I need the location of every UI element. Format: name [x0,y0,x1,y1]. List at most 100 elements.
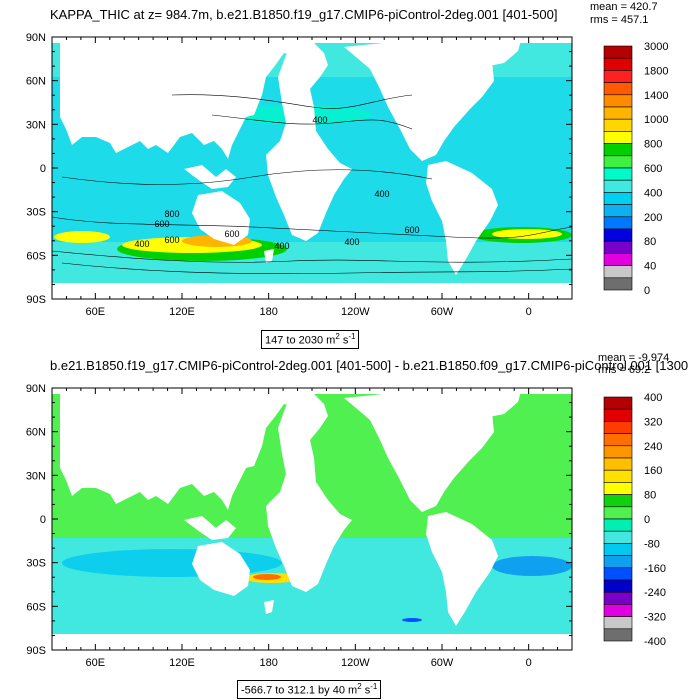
chart-2-colorbar: 400 320 240 160 80 0 -80 -160 -240 -320 -400 [603,392,666,648]
chart-2-colorbar-box [603,408,633,422]
chart-1-land-africa [266,41,352,241]
chart-1-x-tick-label: 120W [341,306,370,318]
chart-2-southern-positive-orange [253,574,281,580]
chart-2-drake-negative [402,618,422,622]
chart-2-colorbar-label: 400 [644,392,662,404]
chart-1-colorbar-label: 1400 [644,90,668,102]
chart-1-colorbar-label: 200 [644,212,662,224]
chart-2-y-tick-label: 30N [26,470,46,482]
chart-1-indian-band-yellow [54,231,110,243]
chart-2-y-tick-label: 30S [26,558,46,570]
chart-1-colorbar-box [603,82,633,96]
chart-2-colorbar-box [603,604,633,617]
chart-1-contour-1 [51,216,573,239]
chart-1-mean: mean = 420.7 [590,1,658,13]
chart-1-colorbar-box [603,155,633,169]
chart-2-y-tick-label: 60S [26,601,46,613]
chart-1-y-tick-label: 0 [40,163,46,175]
chart-1-colorbar-box [603,167,633,181]
chart-1-range-unit: s [339,334,349,347]
chart-2-x-tick-label: 60W [431,657,454,669]
chart-2-land-africa [266,392,352,592]
chart-1-colorbar-box [603,253,633,266]
chart-2-plot-area: 60E 120E 180 120W 60W 0 90N 60N 30N 0 30S 60S 90S [26,383,573,669]
chart-1-contour-label: 400 [274,241,289,251]
chart-2-y-tick-label: 90S [26,645,46,657]
chart-1-colorbar-box [603,240,633,254]
chart-2-colorbar-box [603,530,633,544]
chart-2-rms: rms = 69.2 [598,364,651,376]
chart-2-colorbar-label: -80 [644,538,660,550]
chart-2-x-tick-label: 120E [169,657,195,669]
chart-1-y-tick-label: 90S [26,294,46,306]
chart-1-contour-label: 400 [344,237,359,247]
chart-2-colorbar-box [603,555,633,569]
chart-1-y-tick-label: 60S [26,250,46,262]
chart-1-colorbar-label: 3000 [644,41,668,53]
chart-2-colorbar-label: 0 [644,514,650,526]
chart-1-colorbar-box [603,118,633,132]
chart-2-colorbar-label: -400 [644,636,666,648]
chart-2-land-namerica [344,392,494,512]
chart-1-x-tick-label: 180 [259,306,277,318]
chart-1-title: KAPPA_THIC at z= 984.7m, b.e21.B1850.f19… [50,7,558,22]
chart-1-colorbar-label: 800 [644,139,662,151]
chart-1-land-eurasia [60,41,314,159]
chart-1-contour-label: 400 [134,239,149,249]
chart-2-colorbar-label: -160 [644,563,666,575]
chart-2-land-greenland [462,388,522,418]
chart-1-land-greenland [462,37,522,67]
chart-1-x-tick-label: 60W [431,306,454,318]
chart-2-colorbar-box [603,543,633,556]
chart-2-x-tick-label: 120W [341,657,370,669]
chart-1-colorbar-label: 1800 [644,65,668,77]
chart-1-land-australia [192,191,250,245]
chart-1-y-tick-label: 30S [26,207,46,219]
chart-2-colorbar-box [603,567,633,581]
chart-1-colorbar-box [603,216,633,230]
chart-1-contour-4 [171,94,413,109]
chart-2-colorbar-box [603,494,633,508]
chart-1-land-seasia [184,165,236,189]
chart-1-colorbar-box [603,70,633,83]
chart-1-colorbar-box [603,179,633,193]
chart-2-range-unit: s [361,684,371,697]
chart-1-colorbar-label: 1000 [644,114,668,126]
chart-2-range-text: -566.7 to 312.1 by 40 m [241,684,358,697]
chart-1-contour-3 [61,262,573,274]
chart-1-contour-label: 400 [374,189,389,199]
chart-1-x-tick-label: 0 [526,306,532,318]
chart-2-colorbar-label: -240 [644,587,666,599]
chart-2-colorbar-box [603,482,633,495]
chart-2-colorbar-box [603,616,633,630]
chart-1-range-text: 147 to 2030 m [265,334,336,347]
chart-1-colorbar-box [603,131,633,144]
chart-1-contour-label: 600 [154,219,169,229]
chart-2-colorbar-box [603,469,633,483]
chart-2-range-sup: 2 [357,682,362,691]
chart-2-colorbar-box [603,518,633,532]
chart-1-colorbar-box [603,277,633,291]
chart-2-range-sup2: -1 [370,682,378,691]
chart-1-y-tick-label: 90N [26,32,46,44]
chart-2-land-seasia [184,516,236,540]
chart-2-colorbar-box [603,579,633,593]
chart-1-contour-label: 600 [164,235,179,245]
chart-1-contour-label: 600 [404,225,419,235]
chart-2-land-samerica [426,512,498,626]
chart-2-map: 60E 120E 180 120W 60W 0 90N 60N 30N 0 30S 60S 90S 400… [26,383,666,669]
chart-1-contour-label: 800 [164,209,179,219]
chart-1-rms: rms = 457.1 [590,14,649,26]
chart-2-title: b.e21.B1850.f19_g17.CMIP6-piControl-2deg… [50,358,689,373]
chart-2-colorbar-box [603,457,633,471]
chart-2-colorbar-box [603,445,633,459]
chart-1-colorbar-box [603,106,633,120]
chart-1-colorbar-label: 400 [644,187,662,199]
chart-2-colorbar-box [603,433,633,447]
chart-1-colorbar-label: 600 [644,163,662,175]
chart-2-land-australia [192,542,250,596]
chart-1-land-nzealand [264,249,274,263]
chart-2-atlantic-negative-band [492,556,572,576]
chart-1-atlantic-band-yellow [492,229,562,239]
